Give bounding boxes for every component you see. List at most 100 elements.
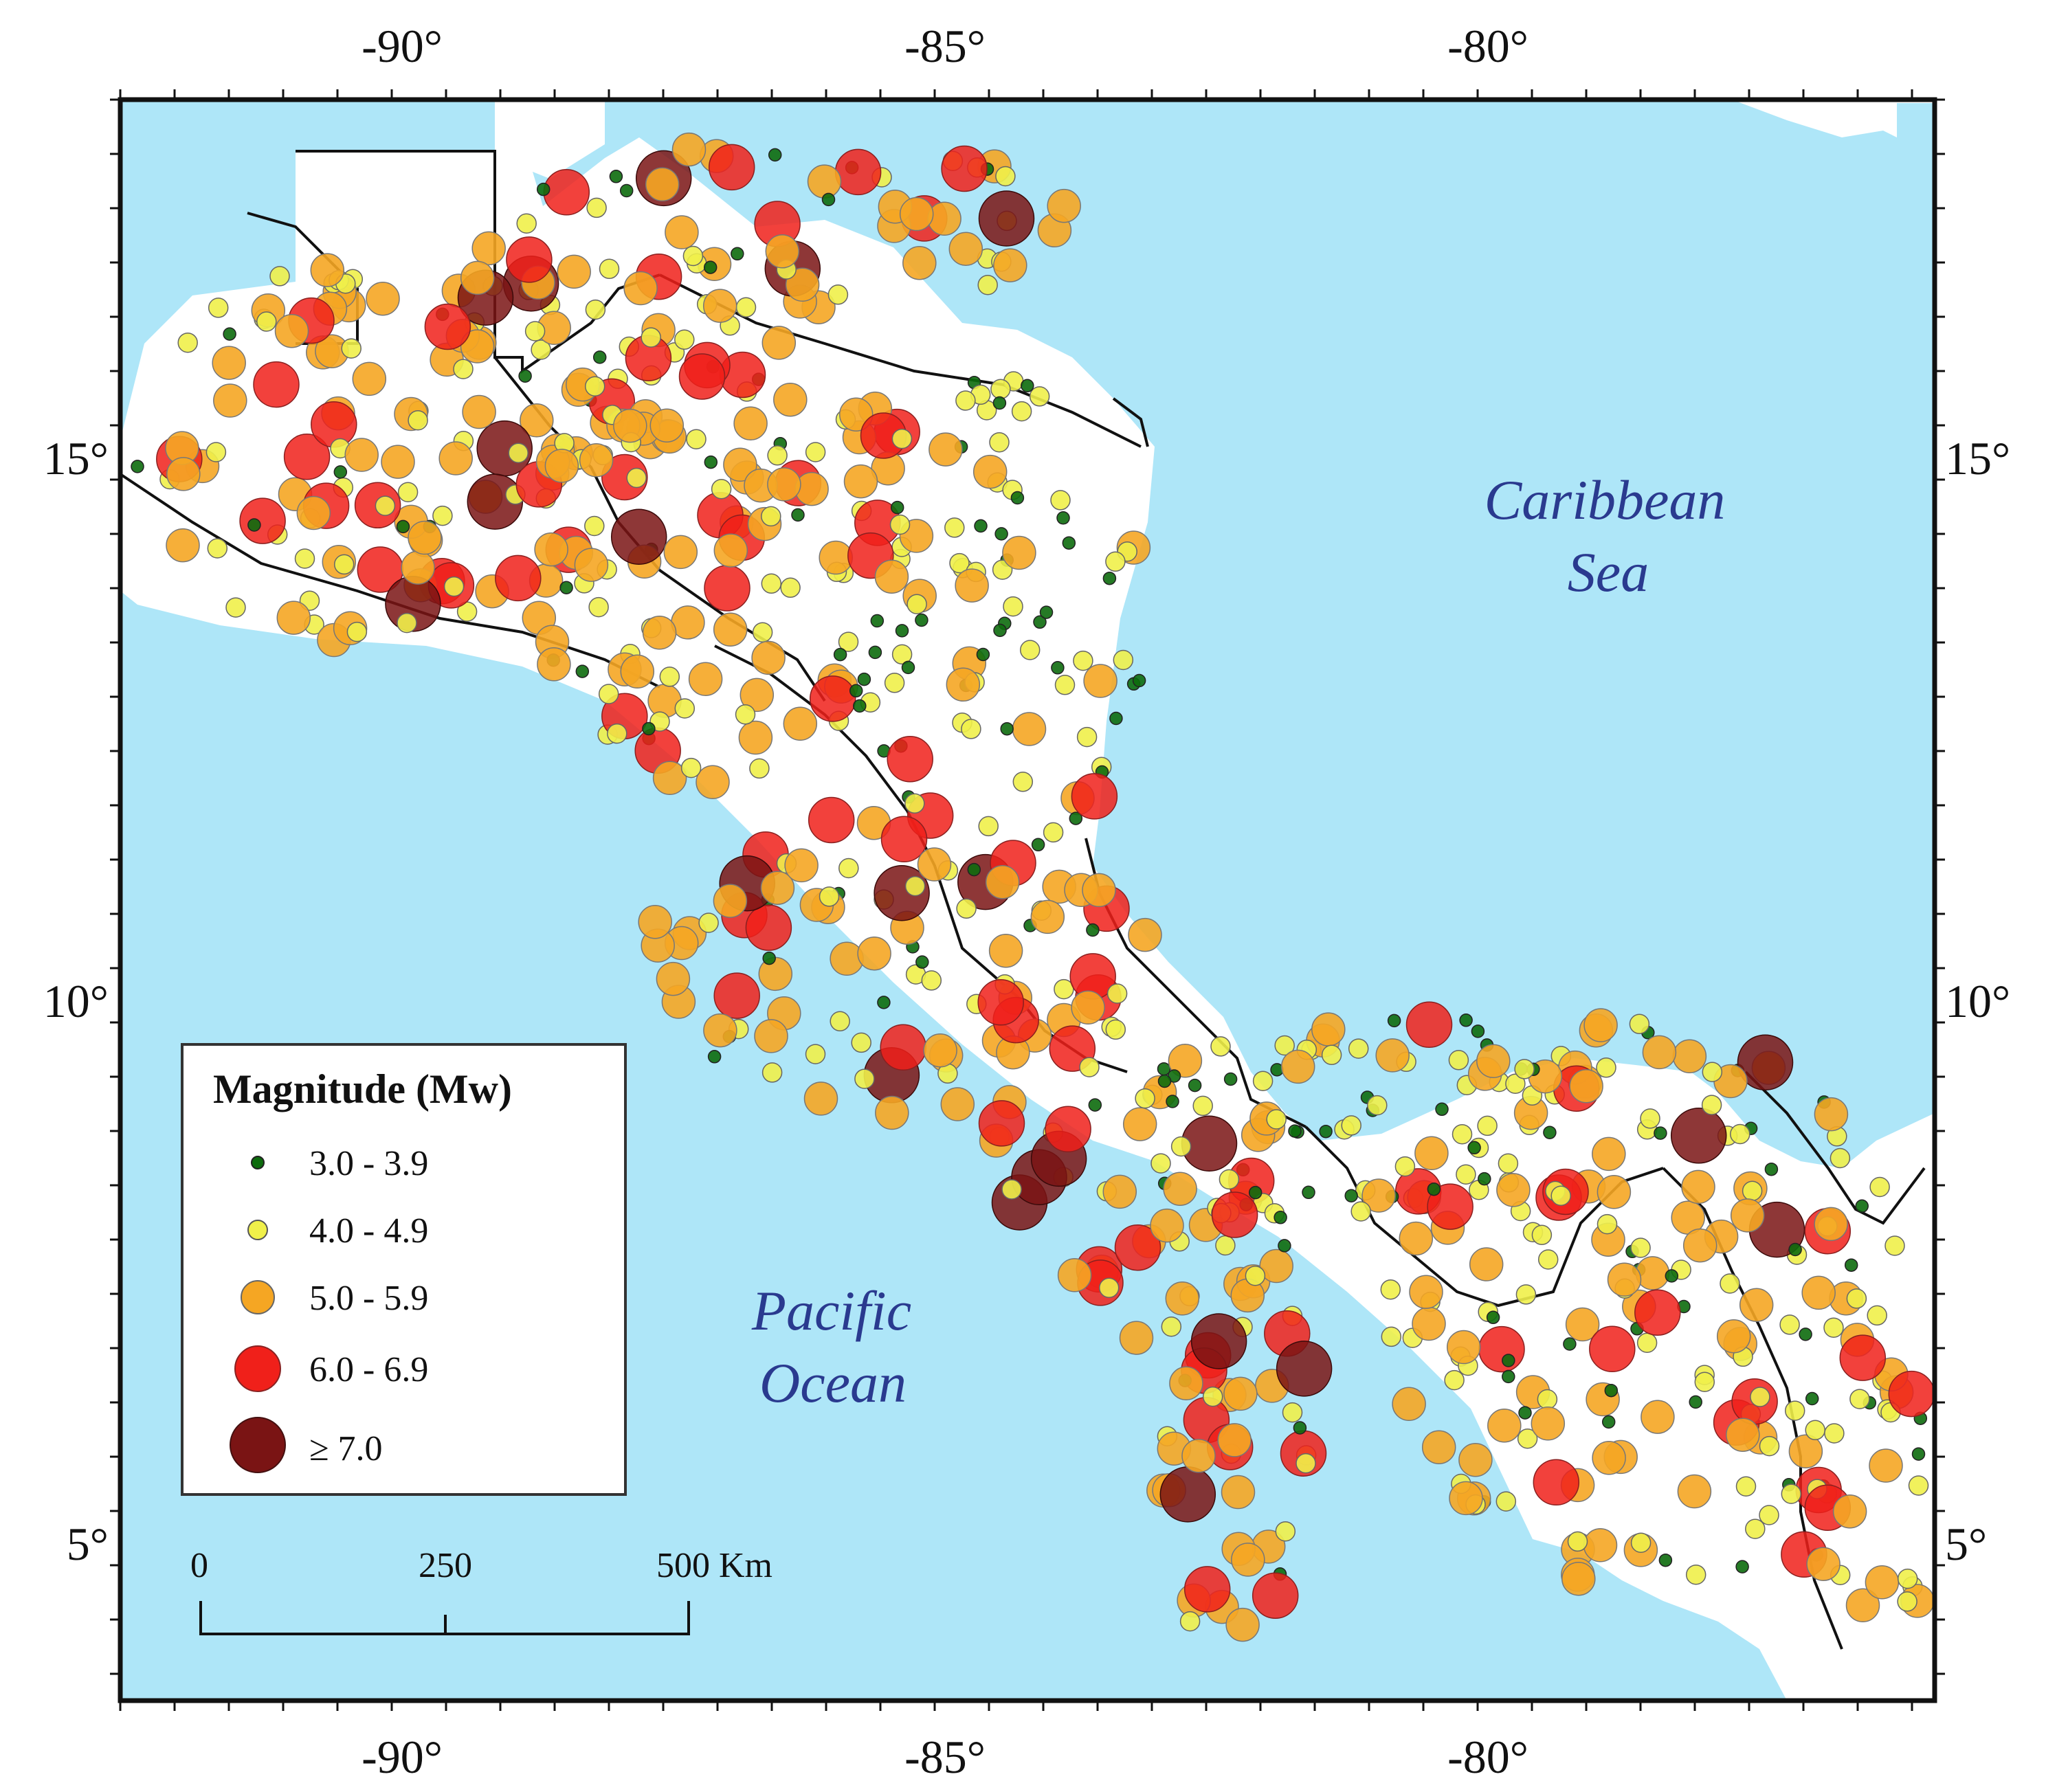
epicenter-marker <box>1082 873 1116 908</box>
epicenter-marker <box>1161 1316 1182 1337</box>
epicenter-marker <box>902 245 937 280</box>
epicenter-marker <box>1221 1475 1256 1510</box>
epicenter-marker <box>1592 1136 1626 1172</box>
epicenter-marker <box>807 164 842 199</box>
epicenter-marker <box>785 267 820 302</box>
epicenter-marker <box>1054 978 1074 1000</box>
epicenter-marker <box>1252 1572 1299 1619</box>
epicenter-marker <box>506 236 553 283</box>
epicenter-marker <box>1102 1174 1137 1209</box>
epicenter-marker <box>988 933 1023 968</box>
epicenter-marker <box>1561 1561 1596 1596</box>
epicenter-marker <box>586 197 607 219</box>
epicenter-marker <box>708 144 755 191</box>
epicenter-marker <box>1654 1126 1667 1140</box>
epicenter-marker <box>1128 917 1162 952</box>
epicenter-marker <box>462 394 496 429</box>
epicenter-marker <box>1716 1319 1751 1354</box>
epicenter-marker <box>1071 773 1118 820</box>
epicenter-marker <box>1448 1050 1469 1071</box>
epicenter-marker <box>598 684 619 704</box>
epicenter-marker <box>239 497 286 544</box>
epicenter-marker <box>1569 1068 1603 1104</box>
epicenter-marker <box>207 538 228 559</box>
epicenter-marker <box>1496 1491 1517 1512</box>
epicenter-marker <box>1641 1400 1675 1434</box>
legend-marker-5 <box>241 1280 275 1314</box>
epicenter-marker <box>733 406 768 441</box>
epicenter-marker <box>531 339 551 360</box>
epicenter-marker <box>977 979 1024 1026</box>
epicenter-marker <box>956 898 977 919</box>
lat-label-right-15: 15° <box>1945 432 2010 484</box>
epicenter-marker <box>761 573 782 594</box>
epicenter-marker <box>344 438 379 472</box>
epicenter-marker <box>1427 1183 1474 1230</box>
epicenter-marker <box>1427 1182 1441 1196</box>
epicenter-marker <box>1050 490 1071 511</box>
epicenter-marker <box>1849 1389 1870 1409</box>
epicenter-marker <box>613 408 647 443</box>
epicenter-marker <box>707 1050 722 1064</box>
epicenter-marker <box>974 519 988 533</box>
lon-label-top-80: -80° <box>1447 20 1528 72</box>
epicenter-marker <box>1414 1136 1449 1171</box>
epicenter-marker <box>1635 1256 1670 1290</box>
epicenter-marker <box>177 332 198 353</box>
epicenter-marker <box>1170 1136 1192 1157</box>
epicenter-marker <box>516 213 537 234</box>
epicenter-marker <box>333 465 348 479</box>
epicenter-marker <box>1630 1532 1652 1553</box>
legend-label-7: ≥ 7.0 <box>309 1429 383 1468</box>
epicenter-marker <box>1412 1306 1446 1341</box>
epicenter-marker <box>857 672 871 686</box>
epicenter-marker <box>1730 1123 1750 1145</box>
epicenter-marker <box>1869 1448 1903 1483</box>
epicenter-marker <box>674 329 695 350</box>
epicenter-marker <box>346 621 368 642</box>
legend-marker-6 <box>234 1345 281 1392</box>
epicenter-marker <box>821 192 836 207</box>
epicenter-marker <box>283 434 331 480</box>
epicenter-marker <box>880 1024 926 1071</box>
epicenter-marker <box>735 297 757 318</box>
epicenter-marker <box>495 555 542 602</box>
epicenter-marker <box>671 132 707 167</box>
epicenter-marker <box>723 447 757 482</box>
epicenter-marker <box>1225 1607 1260 1642</box>
epicenter-marker <box>1865 1565 1900 1600</box>
lon-label-top-85: -85° <box>904 20 986 72</box>
epicenter-marker <box>887 735 933 783</box>
epicenter-marker <box>599 258 620 280</box>
epicenter-marker <box>1478 1325 1525 1373</box>
lat-label-right-10: 10° <box>1945 975 2010 1027</box>
epicenter-marker <box>1119 1321 1154 1355</box>
epicenter-marker <box>397 482 419 502</box>
epicenter-marker <box>1855 1199 1869 1213</box>
epicenter-marker <box>1047 188 1081 223</box>
epicenter-marker <box>1274 1035 1295 1056</box>
epicenter-marker <box>1446 1330 1481 1365</box>
epicenter-marker <box>1543 1125 1557 1139</box>
epicenter-marker <box>536 182 551 197</box>
epicenter-marker <box>1409 1275 1443 1309</box>
epicenter-marker <box>1375 1038 1410 1073</box>
epicenter-marker <box>917 847 952 882</box>
epicenter-marker <box>1030 899 1065 934</box>
epicenter-marker <box>713 972 760 1019</box>
epicenter-marker <box>977 274 998 295</box>
epicenter-marker <box>830 1011 850 1032</box>
epicenter-marker <box>1190 1313 1247 1369</box>
epicenter-marker <box>713 533 748 568</box>
epicenter-marker <box>1458 1442 1493 1477</box>
epicenter-marker <box>1563 1337 1577 1351</box>
epicenter-marker <box>269 266 290 287</box>
epicenter-marker <box>1033 615 1047 629</box>
epicenter-marker <box>1505 1073 1526 1094</box>
epicenter-marker <box>1210 1036 1231 1057</box>
epicenter-marker <box>1387 1013 1401 1028</box>
lon-label-bottom-90: -90° <box>362 1731 443 1783</box>
epicenter-marker <box>1531 1224 1553 1246</box>
epicenter-marker <box>453 359 474 379</box>
